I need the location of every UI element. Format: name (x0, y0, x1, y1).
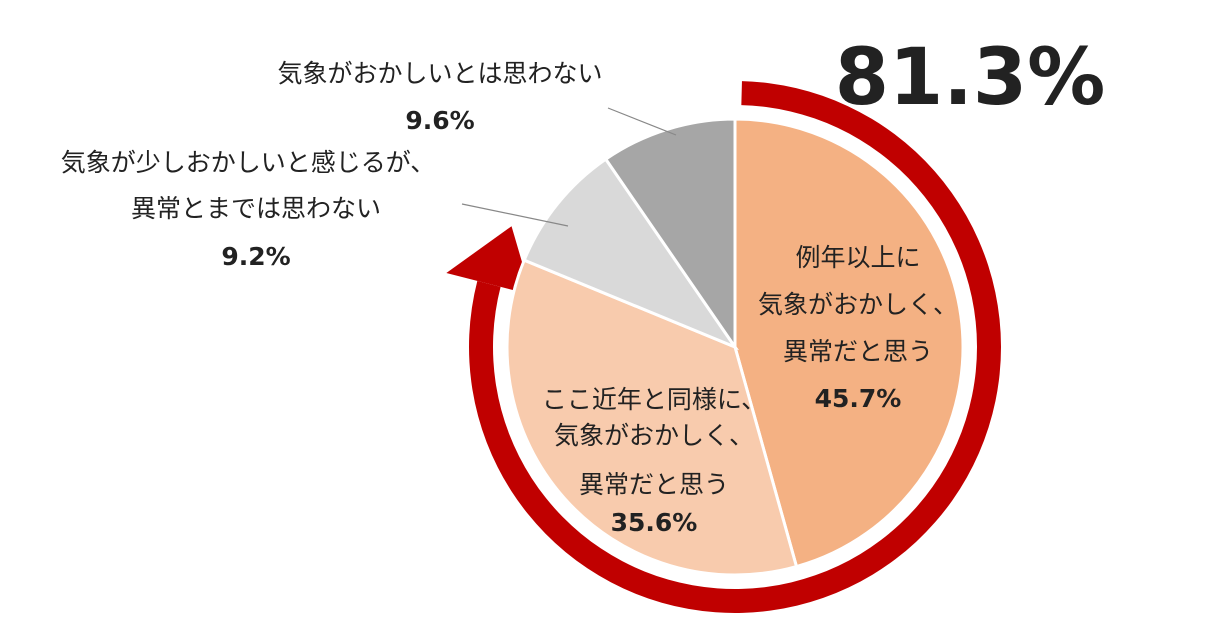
slice-3-value-label: 9.2% (221, 242, 290, 271)
slice-2-label-line-3: 異常だと思う (579, 470, 729, 499)
slice-4-label-line-1: 気象がおかしいとは思わない (277, 59, 602, 88)
leader-line-slice-3 (461, 203, 569, 227)
slice-4-value-label: 9.6% (405, 106, 474, 135)
slice-2-value-label: 35.6% (611, 508, 698, 537)
slice-3-label-line-1: 気象が少しおかしいと感じるが、 (61, 148, 436, 177)
highlight-arrow-head (446, 226, 532, 295)
pie-slices (505, 117, 965, 577)
slice-1-label-line-3: 異常だと思う (783, 337, 933, 366)
pie-slice-3 (522, 157, 740, 351)
pie-slice-4 (603, 117, 737, 352)
slice-label-2: ここ近年と同様に、 気象がおかしく、 異常だと思う 35.6% (542, 385, 766, 537)
leader-line-slice-4 (607, 107, 677, 136)
slice-1-value-label: 45.7% (815, 384, 902, 413)
slice-2-label-line-1: ここ近年と同様に、 (542, 385, 766, 414)
total-highlight-value: 81.3% (835, 33, 1106, 123)
slice-1-label-line-1: 例年以上に (795, 243, 920, 272)
slice-label-3: 気象が少しおかしいと感じるが、 異常とまでは思わない 9.2% (61, 148, 436, 271)
slice-label-4: 気象がおかしいとは思わない 9.6% (277, 59, 602, 135)
pie-slice-2 (505, 258, 799, 577)
pie-slice-1 (733, 117, 965, 569)
slice-2-label-line-2: 気象がおかしく、 (554, 421, 754, 450)
slice-1-label-line-2: 気象がおかしく、 (758, 290, 958, 319)
slice-3-label-line-2: 異常とまでは思わない (131, 194, 381, 223)
slice-label-1: 例年以上に 気象がおかしく、 異常だと思う 45.7% (758, 243, 958, 413)
